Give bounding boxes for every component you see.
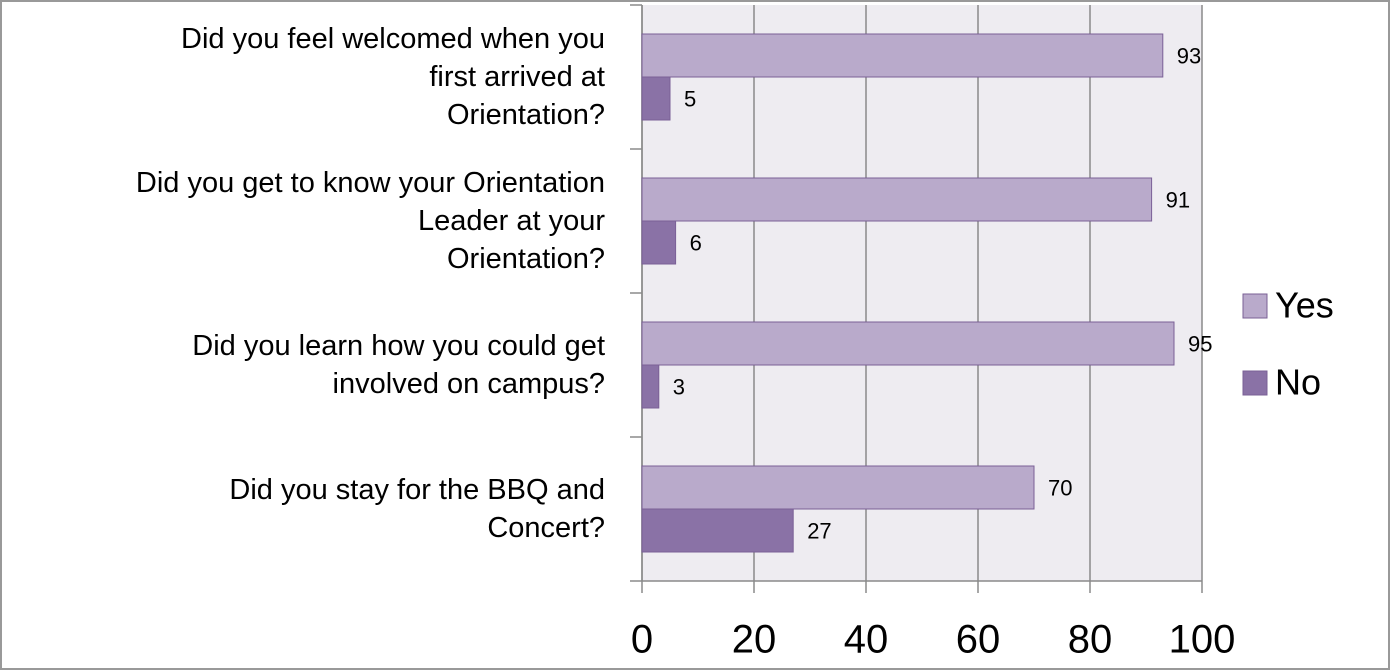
x-tick-label: 0 — [631, 618, 653, 662]
category-label-box: Did you get to know your Orientation Lea… — [10, 149, 605, 293]
value-label: 91 — [1166, 187, 1190, 212]
bar — [641, 76, 671, 121]
category-label-box: Did you stay for the BBQ and Concert? — [10, 437, 605, 581]
bar — [641, 465, 1035, 510]
category-label-box: Did you feel welcomed when you first arr… — [10, 5, 605, 149]
x-tick-label: 80 — [1068, 618, 1113, 662]
value-label: 6 — [690, 230, 702, 255]
bar — [641, 177, 1153, 222]
value-label: 5 — [684, 86, 696, 111]
value-label: 3 — [673, 374, 685, 399]
x-tick-label: 20 — [732, 618, 777, 662]
legend-label: Yes — [1275, 285, 1334, 326]
legend-swatch — [1242, 293, 1268, 319]
bar — [641, 364, 660, 409]
x-tick-label: 40 — [844, 618, 889, 662]
value-label: 27 — [807, 518, 831, 543]
y-tick-label: Did you get to know your Orientation Lea… — [135, 167, 605, 275]
x-tick-label: 60 — [956, 618, 1001, 662]
x-tick-label: 100 — [1169, 618, 1236, 662]
y-tick-label: Did you stay for the BBQ and Concert? — [229, 474, 605, 544]
bar — [641, 220, 677, 265]
bar — [641, 508, 794, 553]
bar — [641, 321, 1175, 366]
category-label-box: Did you learn how you could get involved… — [10, 293, 605, 437]
legend-label: No — [1275, 362, 1321, 403]
value-label: 93 — [1177, 43, 1201, 68]
value-label: 70 — [1048, 475, 1072, 500]
y-tick-label: Did you feel welcomed when you first arr… — [181, 23, 605, 131]
bar — [641, 33, 1164, 78]
value-label: 95 — [1188, 331, 1212, 356]
legend-swatch — [1242, 370, 1268, 396]
y-tick-label: Did you learn how you could get involved… — [192, 330, 605, 400]
